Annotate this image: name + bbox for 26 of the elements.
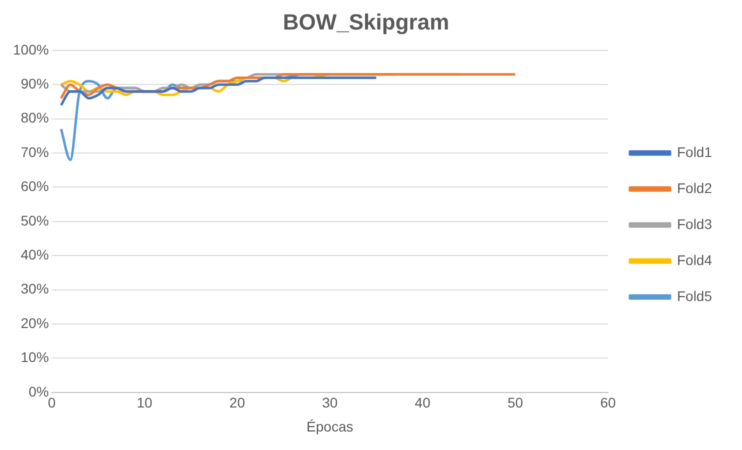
legend-label: Fold2 <box>676 180 712 196</box>
y-tick-label: 80% <box>20 110 49 126</box>
chart-title: BOW_Skipgram <box>282 9 450 34</box>
legend-label: Fold1 <box>676 144 712 160</box>
y-tick-label: 50% <box>20 212 49 228</box>
x-tick-label: 30 <box>322 394 338 411</box>
legend-label: Fold3 <box>676 216 712 232</box>
x-tick-label: 10 <box>136 394 152 411</box>
x-tick-label: 60 <box>600 394 616 411</box>
y-tick-label: 30% <box>20 280 49 297</box>
y-tick-label: 100% <box>12 41 49 58</box>
x-tick-label: 20 <box>229 394 246 411</box>
y-tick-label: 70% <box>20 144 49 160</box>
y-tick-label: 60% <box>20 178 49 194</box>
y-tick-label: 20% <box>20 314 49 331</box>
x-tick-label: 40 <box>414 394 431 411</box>
y-tick-label: 90% <box>20 75 49 92</box>
x-axis-title: Épocas <box>306 418 354 434</box>
x-tick-label: 0 <box>48 394 56 411</box>
line-series <box>60 76 378 106</box>
x-tick-label: 50 <box>507 394 524 411</box>
y-tick-label: 0% <box>28 383 49 400</box>
y-tick-label: 40% <box>20 246 49 262</box>
legend-label: Fold5 <box>676 288 712 304</box>
y-tick-label: 10% <box>20 349 49 366</box>
legend-label: Fold4 <box>676 252 712 268</box>
